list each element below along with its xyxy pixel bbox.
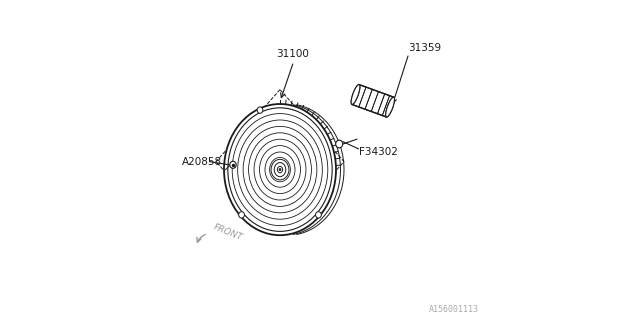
Polygon shape [352, 84, 394, 117]
Text: FRONT: FRONT [212, 223, 244, 243]
Ellipse shape [224, 104, 336, 235]
Ellipse shape [351, 84, 360, 104]
Ellipse shape [239, 212, 244, 218]
Ellipse shape [279, 168, 281, 171]
Text: F34302: F34302 [359, 147, 398, 157]
Ellipse shape [351, 84, 360, 104]
Text: 31359: 31359 [408, 43, 441, 53]
Ellipse shape [316, 212, 321, 218]
Text: A20858: A20858 [182, 157, 223, 167]
Ellipse shape [386, 97, 394, 117]
Ellipse shape [230, 161, 236, 168]
Text: A156001113: A156001113 [428, 305, 479, 314]
Ellipse shape [336, 140, 343, 148]
Text: 31100: 31100 [276, 49, 309, 59]
Ellipse shape [386, 97, 394, 117]
Ellipse shape [257, 107, 263, 113]
